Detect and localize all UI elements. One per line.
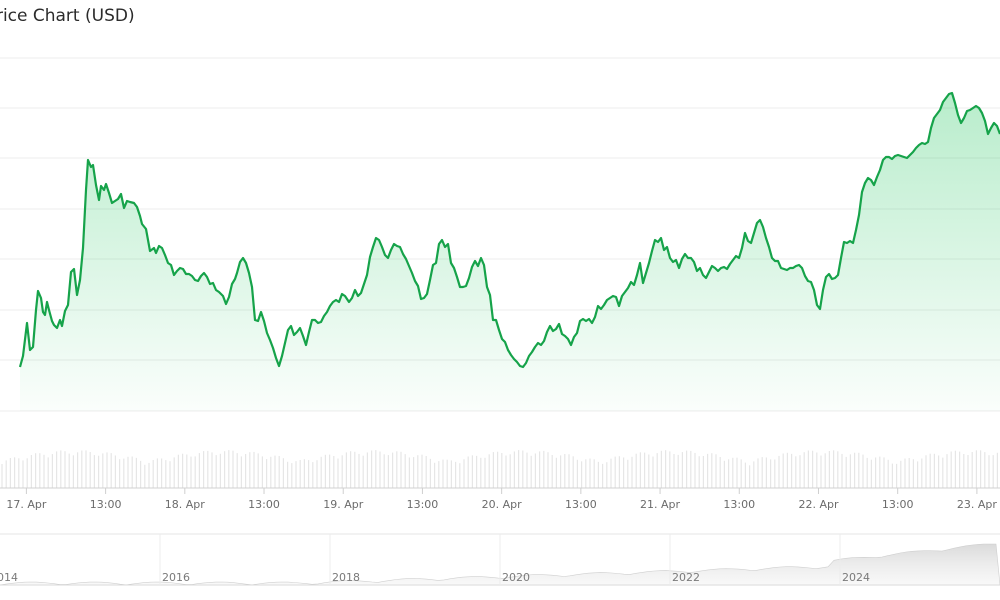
x-tick-label: 13:00 [565, 498, 597, 511]
x-tick-label: 18. Apr [165, 498, 205, 511]
navigator-year-label: 2022 [672, 571, 700, 584]
x-tick-label: 22. Apr [798, 498, 838, 511]
navigator-year-label: 2018 [332, 571, 360, 584]
x-tick-label: 13:00 [723, 498, 755, 511]
x-axis-ticks: 17. Apr 13:00 18. Apr 13:00 19. Apr 13:00 20. … [6, 488, 997, 511]
volume-bars [1, 450, 999, 488]
x-tick-label: 13:00 [407, 498, 439, 511]
price-area [20, 93, 1000, 411]
chart-title: Price Chart (USD) [0, 6, 135, 26]
x-tick-label: 21. Apr [640, 498, 680, 511]
price-line[interactable] [18, 91, 1000, 369]
navigator-year-label: 2016 [162, 571, 190, 584]
x-tick-label: 23. Apr [957, 498, 997, 511]
x-tick-label: 17. Apr [6, 498, 46, 511]
x-tick-label: 20. Apr [482, 498, 522, 511]
navigator[interactable]: 2014 2016 2018 2020 2022 2024 [0, 533, 1000, 586]
navigator-year-label: 2024 [842, 571, 870, 584]
navigator-year-label: 2014 [0, 571, 18, 584]
navigator-year-label: 2020 [502, 571, 530, 584]
x-tick-label: 13:00 [90, 498, 122, 511]
x-tick-label: 13:00 [882, 498, 914, 511]
x-tick-label: 19. Apr [323, 498, 363, 511]
x-tick-label: 13:00 [248, 498, 280, 511]
